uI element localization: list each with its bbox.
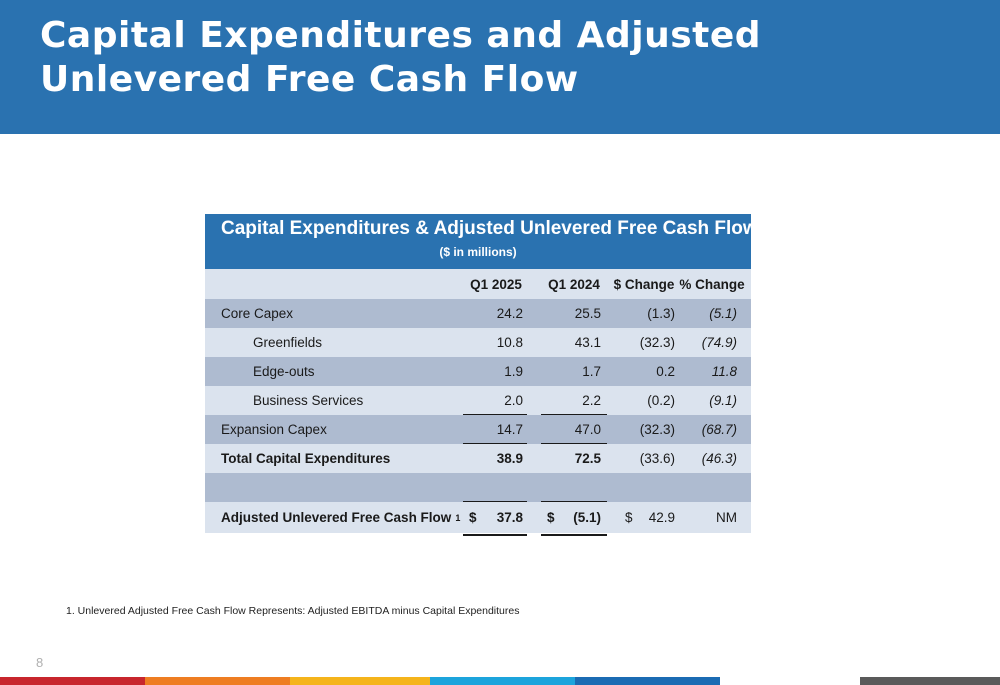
- table-row-total: Total Capital Expenditures 38.9 72.5 (33…: [205, 444, 751, 473]
- cell-q1-2024: (5.1): [573, 510, 601, 525]
- row-label: Expansion Capex: [221, 422, 327, 437]
- cell-pct-change: (5.1): [709, 306, 737, 321]
- cell-pct-change: NM: [716, 510, 737, 525]
- stripe-cyan: [430, 677, 575, 685]
- column-header-row: Q1 2025 Q1 2024 $ Change % Change: [205, 269, 751, 299]
- underline: [541, 414, 607, 415]
- row-label: Edge-outs: [253, 364, 315, 379]
- table-subtitle: ($ in millions): [439, 245, 517, 259]
- cell-dollar-change: 42.9: [648, 510, 675, 525]
- table-header: Capital Expenditures & Adjusted Unlevere…: [205, 214, 758, 269]
- page-number: 8: [36, 655, 44, 670]
- cell-q1-2025: 14.7: [496, 422, 523, 437]
- cell-q1-2024: 47.0: [574, 422, 601, 437]
- cell-pct-change: (74.9): [701, 335, 737, 350]
- cell-dollar-change: (32.3): [639, 422, 675, 437]
- cell-q1-2024: 43.1: [574, 335, 601, 350]
- stripe-blue: [575, 677, 720, 685]
- row-label: Greenfields: [253, 335, 323, 350]
- stripe-orange: [145, 677, 290, 685]
- footnote-ref: 1: [455, 512, 461, 523]
- cell-q1-2025: 10.8: [496, 335, 523, 350]
- footnote: 1. Unlevered Adjusted Free Cash Flow Rep…: [66, 605, 520, 617]
- cell-q1-2024: 72.5: [574, 451, 601, 466]
- row-label: Core Capex: [221, 306, 294, 321]
- spacer-row: [205, 473, 751, 502]
- currency-symbol: $: [469, 510, 477, 525]
- underline: [541, 443, 607, 444]
- column-header: % Change: [679, 276, 745, 292]
- cell-q1-2025: 37.8: [496, 510, 523, 525]
- currency-symbol: $: [625, 510, 633, 525]
- page-title: Capital Expenditures and Adjusted Unleve…: [40, 15, 762, 100]
- cell-dollar-change: 0.2: [656, 364, 675, 379]
- cell-q1-2024: 2.2: [582, 393, 601, 408]
- column-header: Q1 2025: [470, 276, 522, 292]
- underline: [463, 443, 527, 444]
- cell-q1-2025: 24.2: [496, 306, 523, 321]
- cell-pct-change: 11.8: [711, 364, 737, 379]
- underline: [463, 414, 527, 415]
- row-label: Business Services: [253, 393, 364, 408]
- double-underline: [541, 534, 607, 536]
- row-label: Adjusted Unlevered Free Cash Flow 1: [221, 502, 460, 533]
- table-row: Core Capex 24.2 25.5 (1.3) (5.1): [205, 299, 751, 328]
- underline: [463, 501, 527, 502]
- column-header: Q1 2024: [548, 276, 600, 292]
- currency-symbol: $: [547, 510, 555, 525]
- fcf-label: Adjusted Unlevered Free Cash Flow: [221, 510, 452, 525]
- double-underline: [463, 534, 527, 536]
- table-row: Business Services 2.0 2.2 (0.2) (9.1): [205, 386, 751, 415]
- cell-q1-2025: 2.0: [504, 393, 523, 408]
- underline: [541, 501, 607, 502]
- cell-q1-2024: 1.7: [582, 364, 601, 379]
- table-row: Greenfields 10.8 43.1 (32.3) (74.9): [205, 328, 751, 357]
- cell-q1-2025: 38.9: [496, 451, 523, 466]
- cell-pct-change: (46.3): [701, 451, 737, 466]
- cell-dollar-change: (33.6): [639, 451, 675, 466]
- cell-pct-change: (9.1): [709, 393, 737, 408]
- cell-pct-change: (68.7): [701, 422, 737, 437]
- cell-dollar-change: (0.2): [647, 393, 675, 408]
- capex-table: Capital Expenditures & Adjusted Unlevere…: [205, 214, 758, 536]
- cell-dollar-change: (1.3): [647, 306, 675, 321]
- stripe-yellow: [290, 677, 430, 685]
- table-title: Capital Expenditures & Adjusted Unlevere…: [221, 218, 758, 239]
- table-row: Expansion Capex 14.7 47.0 (32.3) (68.7): [205, 415, 751, 444]
- cell-q1-2024: 25.5: [574, 306, 601, 321]
- table-row: Edge-outs 1.9 1.7 0.2 11.8: [205, 357, 751, 386]
- cell-q1-2025: 1.9: [504, 364, 523, 379]
- row-label: Total Capital Expenditures: [221, 451, 391, 466]
- table-row-fcf: Adjusted Unlevered Free Cash Flow 1 $ 37.…: [205, 502, 751, 536]
- column-header: $ Change: [613, 276, 675, 292]
- cell-dollar-change: (32.3): [639, 335, 675, 350]
- stripe-red: [0, 677, 145, 685]
- title-banner: Capital Expenditures and Adjusted Unleve…: [0, 0, 1000, 134]
- stripe-gray: [860, 677, 1000, 685]
